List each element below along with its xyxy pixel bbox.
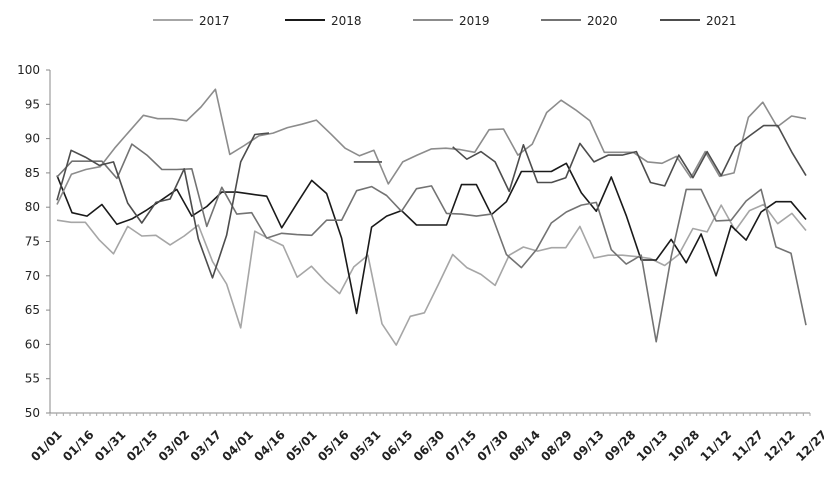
x-tick-label: 01/31 [92, 428, 129, 465]
x-tick-labels: 01/0101/1601/3102/1503/0203/1704/0104/16… [28, 413, 824, 464]
x-tick-label: 11/27 [729, 428, 766, 465]
x-tick-label: 05/16 [315, 428, 352, 465]
series-line-2020 [56, 143, 807, 343]
x-tick-label: 07/30 [474, 428, 511, 465]
y-tick-labels: 50 55 60 65 70 75 80 85 90 95 100 [17, 63, 50, 420]
x-tick-label: 03/17 [188, 428, 225, 465]
legend-label-2021: 2021 [706, 14, 737, 28]
series-line-2021 [56, 124, 807, 279]
y-tick-label: 65 [25, 303, 40, 317]
x-tick-label: 11/12 [698, 428, 735, 465]
x-tick-label: 09/28 [602, 428, 639, 465]
x-tick-label: 08/29 [538, 428, 575, 465]
x-tick-label: 06/15 [379, 428, 416, 465]
legend-label-2019: 2019 [459, 14, 490, 28]
x-tick-label: 06/30 [411, 428, 448, 465]
y-tick-label: 50 [25, 406, 40, 420]
y-tick-label: 55 [25, 372, 40, 386]
y-tick-label: 75 [25, 235, 40, 249]
series-line-2017 [56, 203, 807, 346]
x-tick-label: 05/31 [347, 428, 384, 465]
x-tick-label: 09/13 [570, 428, 607, 465]
x-tick-label: 02/15 [124, 428, 161, 465]
x-tick-label: 03/02 [156, 428, 193, 465]
x-tick-label: 01/16 [60, 428, 97, 465]
y-tick-label: 100 [17, 63, 40, 77]
x-tick-label: 05/01 [283, 428, 320, 465]
y-tick-label: 90 [25, 132, 40, 146]
series-lines [56, 88, 807, 346]
x-tick-label: 01/01 [28, 428, 65, 465]
legend: 2017 2018 2019 2020 2021 [153, 14, 737, 28]
legend-label-2018: 2018 [331, 14, 362, 28]
x-tick-label: 10/28 [666, 428, 703, 465]
y-tick-label: 95 [25, 97, 40, 111]
x-tick-label: 07/15 [443, 428, 480, 465]
x-tick-label: 12/12 [761, 428, 798, 465]
y-tick-label: 85 [25, 166, 40, 180]
y-tick-label: 60 [25, 337, 40, 351]
y-tick-label: 80 [25, 200, 40, 214]
series-line-2019 [56, 88, 807, 205]
x-tick-label: 12/27 [793, 428, 824, 465]
x-tick-label: 04/01 [219, 428, 256, 465]
legend-label-2020: 2020 [587, 14, 618, 28]
x-tick-label: 08/14 [506, 428, 543, 465]
y-tick-label: 70 [25, 269, 40, 283]
x-tick-label: 04/16 [251, 428, 288, 465]
x-tick-label: 10/13 [634, 428, 671, 465]
series-line-2018 [56, 162, 807, 315]
legend-label-2017: 2017 [199, 14, 230, 28]
